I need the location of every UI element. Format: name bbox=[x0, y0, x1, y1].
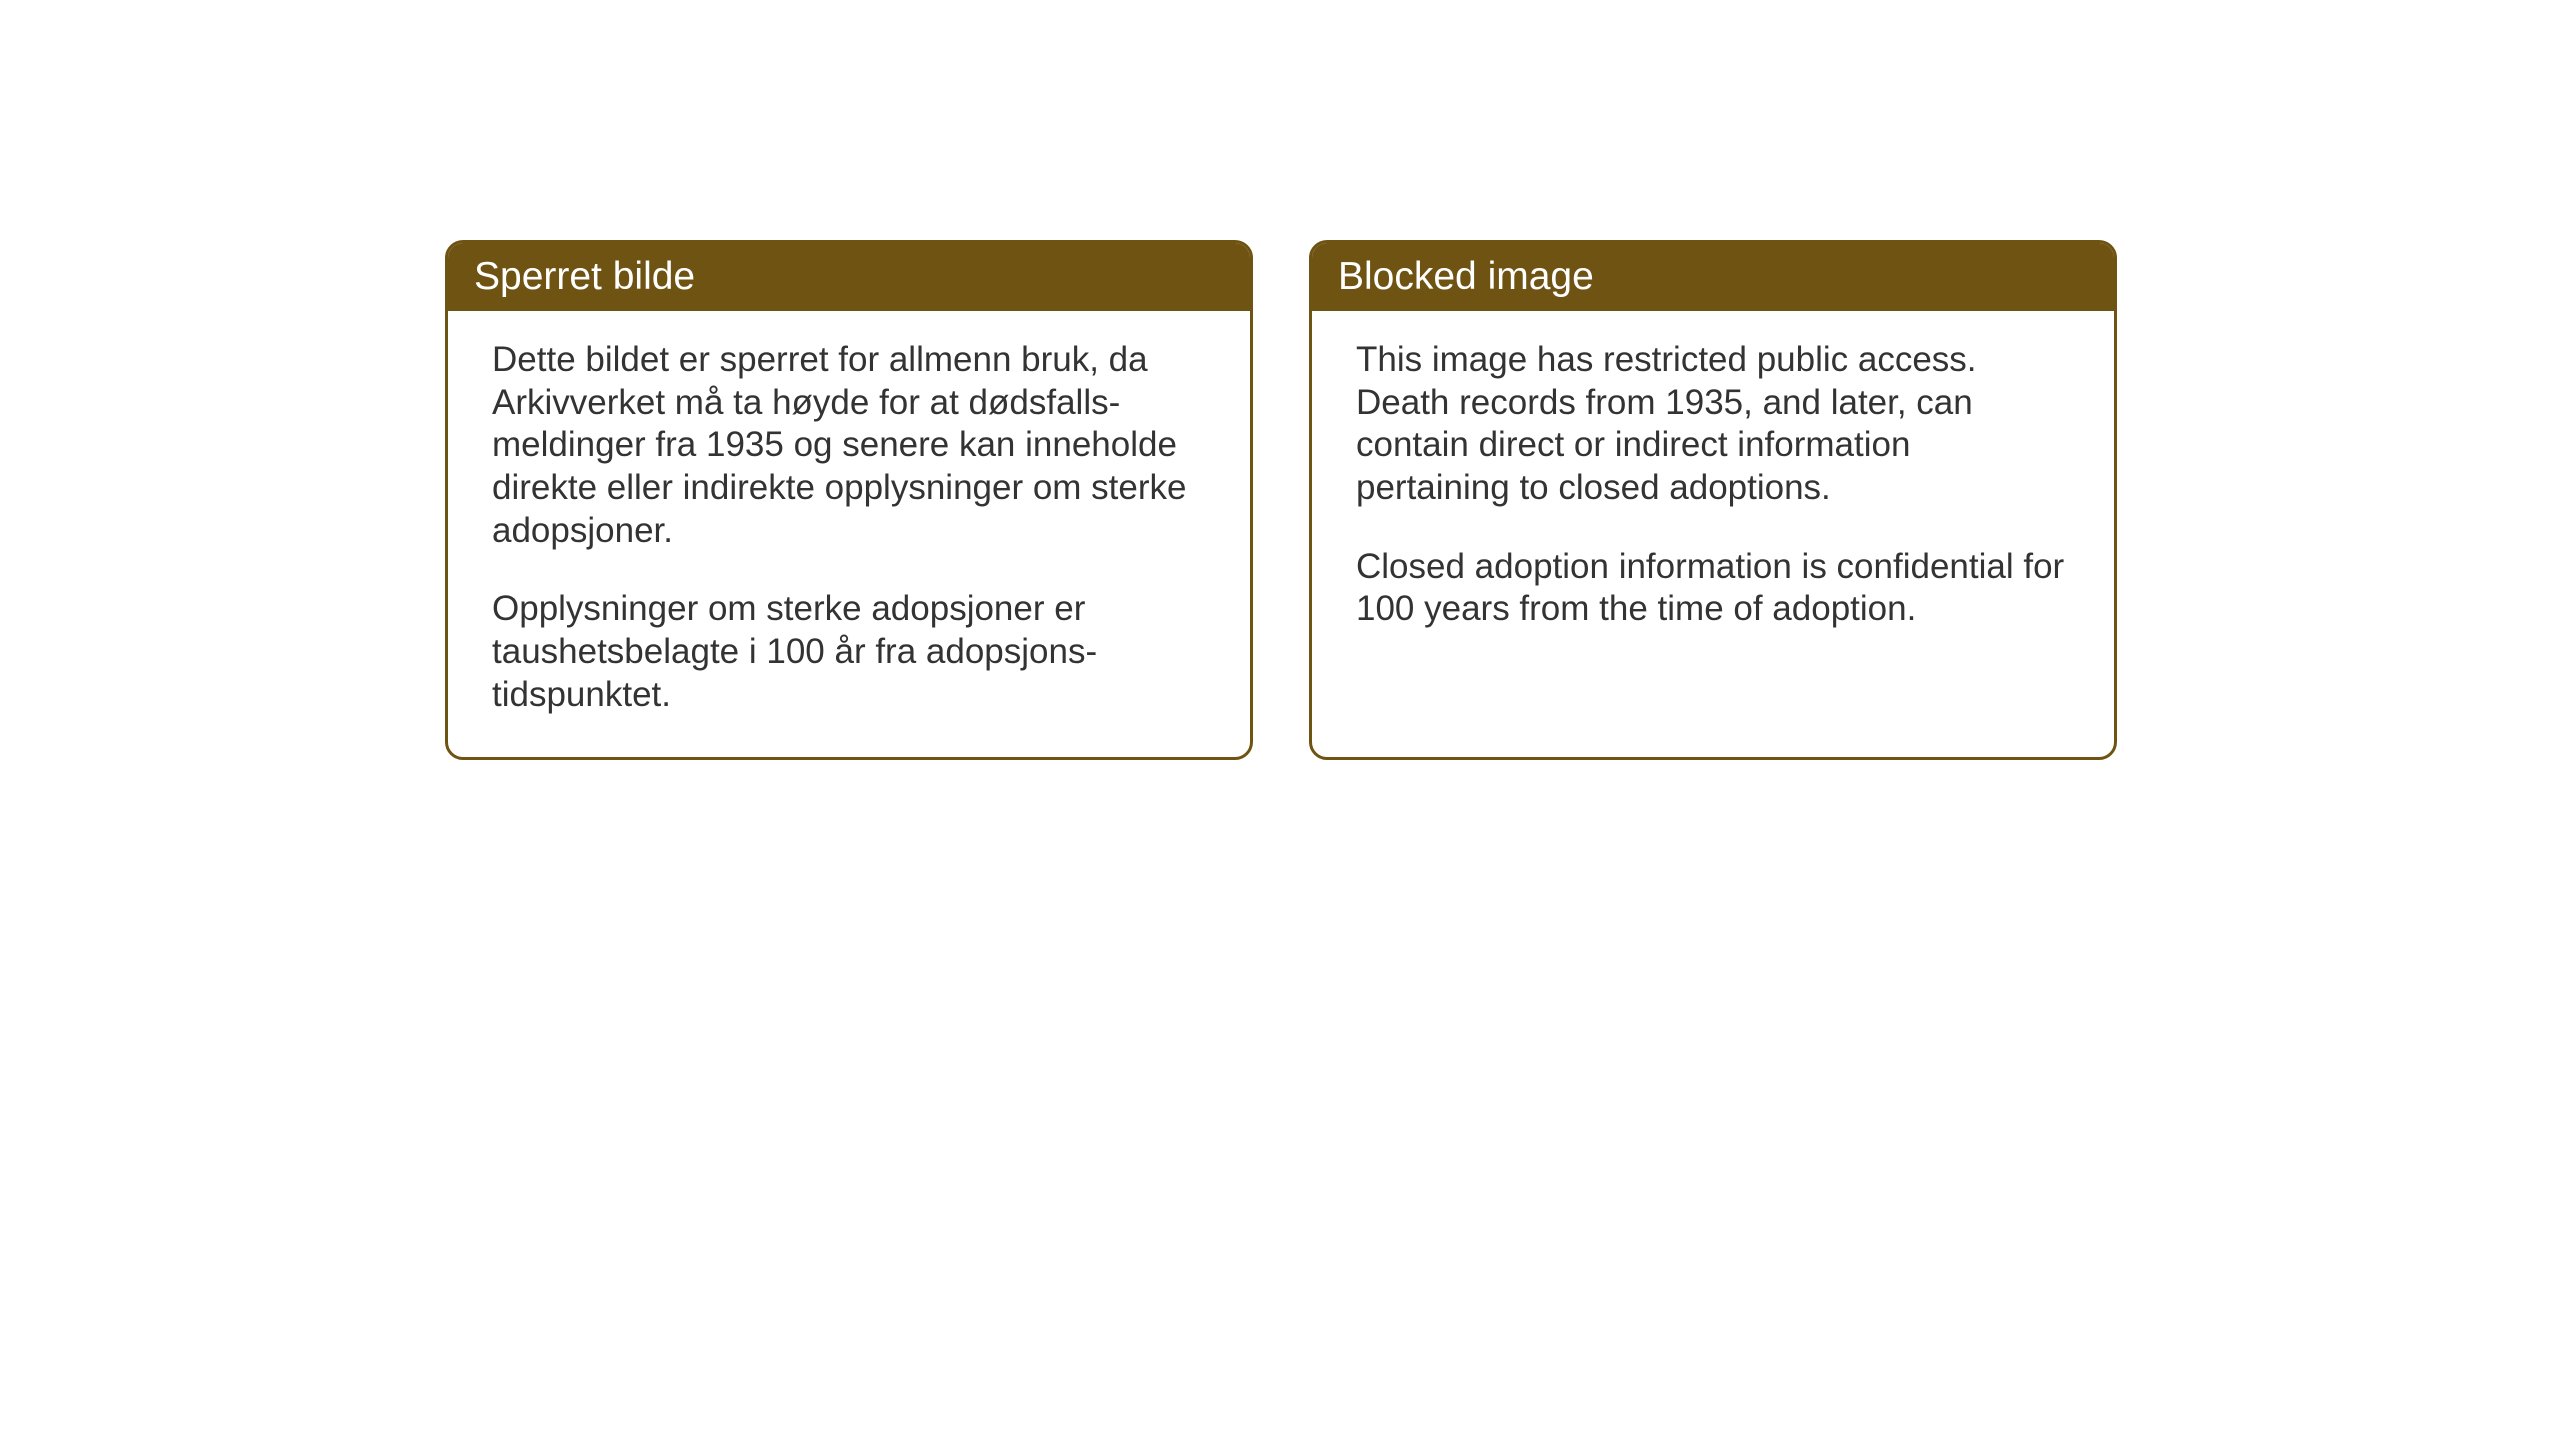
card-header-english: Blocked image bbox=[1312, 243, 2114, 311]
card-body-norwegian: Dette bildet er sperret for allmenn bruk… bbox=[448, 311, 1250, 757]
card-body-english: This image has restricted public access.… bbox=[1312, 311, 2114, 671]
paragraph-1-english: This image has restricted public access.… bbox=[1356, 339, 2070, 510]
paragraph-2-english: Closed adoption information is confident… bbox=[1356, 546, 2070, 631]
card-title-english: Blocked image bbox=[1338, 255, 1594, 298]
notice-container: Sperret bilde Dette bildet er sperret fo… bbox=[445, 240, 2117, 760]
notice-card-norwegian: Sperret bilde Dette bildet er sperret fo… bbox=[445, 240, 1253, 760]
paragraph-2-norwegian: Opplysninger om sterke adopsjoner er tau… bbox=[492, 588, 1206, 716]
paragraph-1-norwegian: Dette bildet er sperret for allmenn bruk… bbox=[492, 339, 1206, 552]
notice-card-english: Blocked image This image has restricted … bbox=[1309, 240, 2117, 760]
card-header-norwegian: Sperret bilde bbox=[448, 243, 1250, 311]
card-title-norwegian: Sperret bilde bbox=[474, 255, 695, 298]
